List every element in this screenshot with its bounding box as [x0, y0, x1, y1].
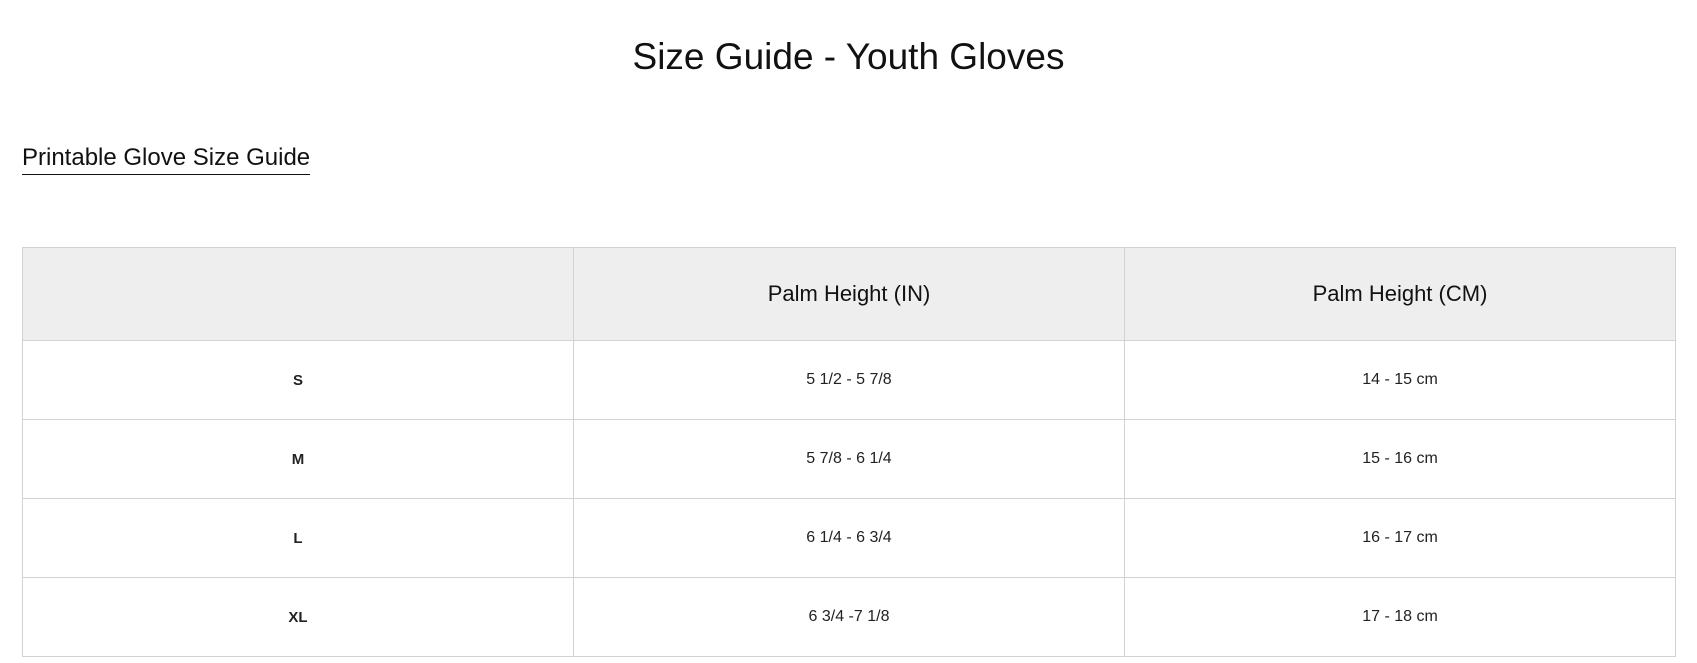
size-cell: S — [22, 340, 574, 420]
size-table: Palm Height (IN) Palm Height (CM) S 5 1/… — [22, 247, 1676, 657]
inches-cell: 6 1/4 - 6 3/4 — [573, 498, 1125, 578]
size-cell: XL — [22, 577, 574, 657]
table-header-row: Palm Height (IN) Palm Height (CM) — [22, 247, 1676, 341]
table-row: M 5 7/8 - 6 1/4 15 - 16 cm — [22, 419, 1676, 499]
table-row: L 6 1/4 - 6 3/4 16 - 17 cm — [22, 498, 1676, 578]
size-cell: M — [22, 419, 574, 499]
table-row: XL 6 3/4 -7 1/8 17 - 18 cm — [22, 577, 1676, 657]
header-palm-height-cm: Palm Height (CM) — [1124, 247, 1676, 341]
table-row: S 5 1/2 - 5 7/8 14 - 15 cm — [22, 340, 1676, 420]
inches-cell: 5 7/8 - 6 1/4 — [573, 419, 1125, 499]
page-title: Size Guide - Youth Gloves — [632, 36, 1065, 77]
cm-cell: 14 - 15 cm — [1124, 340, 1676, 420]
inches-cell: 6 3/4 -7 1/8 — [573, 577, 1125, 657]
cm-cell: 17 - 18 cm — [1124, 577, 1676, 657]
header-palm-height-in: Palm Height (IN) — [573, 247, 1125, 341]
cm-cell: 15 - 16 cm — [1124, 419, 1676, 499]
size-cell: L — [22, 498, 574, 578]
printable-size-guide-link[interactable]: Printable Glove Size Guide — [22, 144, 311, 175]
inches-cell: 5 1/2 - 5 7/8 — [573, 340, 1125, 420]
cm-cell: 16 - 17 cm — [1124, 498, 1676, 578]
header-size — [22, 247, 574, 341]
